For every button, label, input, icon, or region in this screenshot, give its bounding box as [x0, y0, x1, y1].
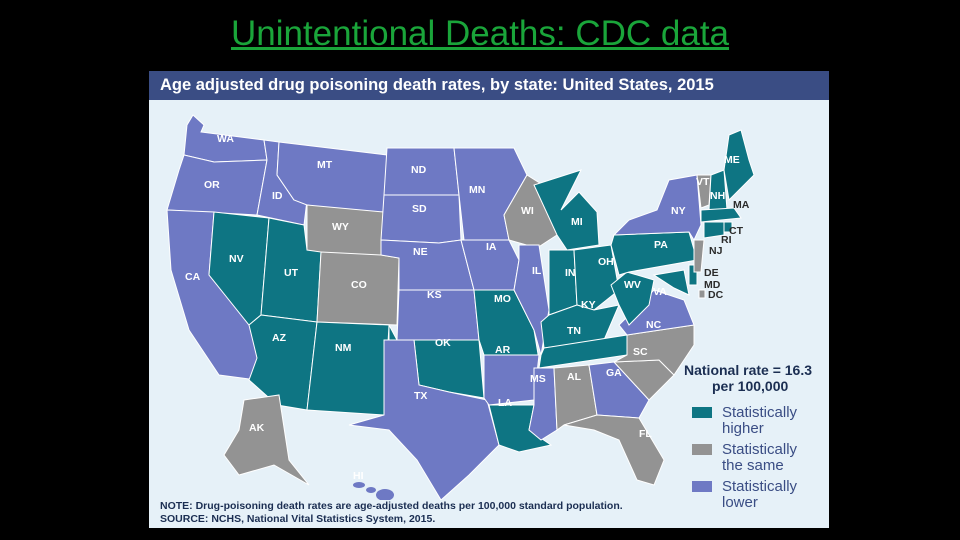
figure-source: SOURCE: NCHS, National Vital Statistics … — [160, 513, 436, 525]
state-CO[interactable] — [316, 251, 400, 326]
state-MA[interactable] — [700, 207, 742, 223]
state-IN[interactable] — [548, 249, 578, 316]
label-OH: OH — [598, 256, 614, 268]
state-AR[interactable] — [483, 354, 540, 406]
label-WA: WA — [217, 133, 234, 145]
state-NJ[interactable] — [693, 239, 705, 273]
label-OK: OK — [435, 337, 451, 349]
figure-header: Age adjusted drug poisoning death rates,… — [149, 71, 829, 100]
label-MI: MI — [571, 216, 583, 228]
label-AL: AL — [567, 371, 582, 383]
label-WV: WV — [624, 279, 641, 291]
label-FL: FL — [639, 428, 652, 440]
label-CT: CT — [729, 225, 744, 237]
label-IL: IL — [532, 265, 542, 277]
legend-label-lower: Statistically lower — [722, 478, 798, 511]
state-AZ[interactable] — [248, 314, 318, 411]
choropleth-figure: Age adjusted drug poisoning death rates,… — [149, 71, 829, 528]
label-NV: NV — [229, 253, 244, 265]
legend-label-higher: Statistically higher — [722, 404, 798, 437]
us-state-map: WA OR CA ID NV MT WY UT AZ CO NM ND SD N… — [166, 114, 755, 500]
label-DE: DE — [704, 267, 719, 279]
label-NE: NE — [413, 246, 428, 258]
label-OR: OR — [204, 179, 220, 191]
label-SD: SD — [412, 203, 427, 215]
label-TN: TN — [567, 325, 581, 337]
legend-title-line1: National rate = 16.3 — [684, 362, 813, 378]
label-DC: DC — [708, 289, 724, 301]
label-GA: GA — [606, 367, 622, 379]
label-NH: NH — [710, 190, 725, 202]
label-SC: SC — [633, 346, 648, 358]
label-IA: IA — [486, 241, 497, 253]
label-HI: HI — [353, 470, 364, 482]
label-KS: KS — [427, 289, 442, 301]
label-PA: PA — [654, 239, 668, 251]
state-FL[interactable] — [563, 414, 665, 486]
label-NM: NM — [335, 342, 352, 354]
state-OH[interactable] — [573, 244, 620, 311]
label-NC: NC — [646, 319, 662, 331]
label-MO: MO — [494, 293, 511, 305]
label-CO: CO — [351, 279, 367, 291]
state-MD[interactable] — [652, 269, 690, 296]
label-TX: TX — [414, 390, 427, 402]
legend-swatch-same — [692, 444, 712, 455]
state-ME[interactable] — [723, 129, 755, 202]
label-MD: MD — [704, 279, 721, 291]
legend-label-same: Statistically the same — [722, 441, 798, 474]
label-KY: KY — [581, 299, 596, 311]
label-UT: UT — [284, 267, 299, 279]
state-TN[interactable] — [538, 334, 628, 369]
state-NM[interactable] — [306, 321, 390, 416]
label-ID: ID — [272, 190, 283, 202]
figure-title: Age adjusted drug poisoning death rates,… — [160, 76, 714, 94]
label-WY: WY — [332, 221, 349, 233]
label-AR: AR — [495, 344, 511, 356]
label-MA: MA — [733, 199, 750, 211]
state-GA[interactable] — [588, 361, 650, 419]
label-VA: VA — [653, 286, 667, 298]
label-MT: MT — [317, 159, 333, 171]
state-TX[interactable] — [348, 339, 500, 500]
label-AZ: AZ — [272, 332, 287, 344]
figure-note: NOTE: Drug-poisoning death rates are age… — [160, 500, 623, 512]
state-HI[interactable] — [353, 482, 394, 500]
state-CT[interactable] — [703, 221, 725, 239]
label-VT: VT — [696, 176, 710, 188]
label-NJ: NJ — [709, 245, 723, 257]
state-IL[interactable] — [513, 244, 550, 356]
legend-swatch-higher — [692, 407, 712, 418]
label-MS: MS — [530, 373, 546, 385]
label-CA: CA — [185, 271, 201, 283]
state-RI[interactable] — [723, 221, 733, 233]
label-NY: NY — [671, 205, 686, 217]
state-DC[interactable] — [698, 289, 706, 299]
label-RI: RI — [721, 234, 732, 246]
state-NC[interactable] — [613, 324, 695, 376]
label-ME: ME — [724, 154, 740, 166]
legend-title: National rate = 16.3 per 100,000 — [684, 362, 824, 394]
label-AK: AK — [249, 422, 265, 434]
state-AK[interactable] — [223, 394, 310, 486]
legend-title-line2: per 100,000 — [712, 378, 789, 394]
label-ND: ND — [411, 164, 427, 176]
label-MN: MN — [469, 184, 485, 196]
state-labels: WA OR CA ID NV MT WY UT AZ CO NM ND SD N… — [185, 133, 750, 482]
label-LA: LA — [498, 397, 512, 409]
label-WI: WI — [521, 205, 534, 217]
state-NY[interactable] — [612, 174, 702, 242]
legend-swatch-lower — [692, 481, 712, 492]
label-IN: IN — [565, 267, 576, 279]
slide-title: Unintentional Deaths: CDC data — [230, 14, 730, 53]
